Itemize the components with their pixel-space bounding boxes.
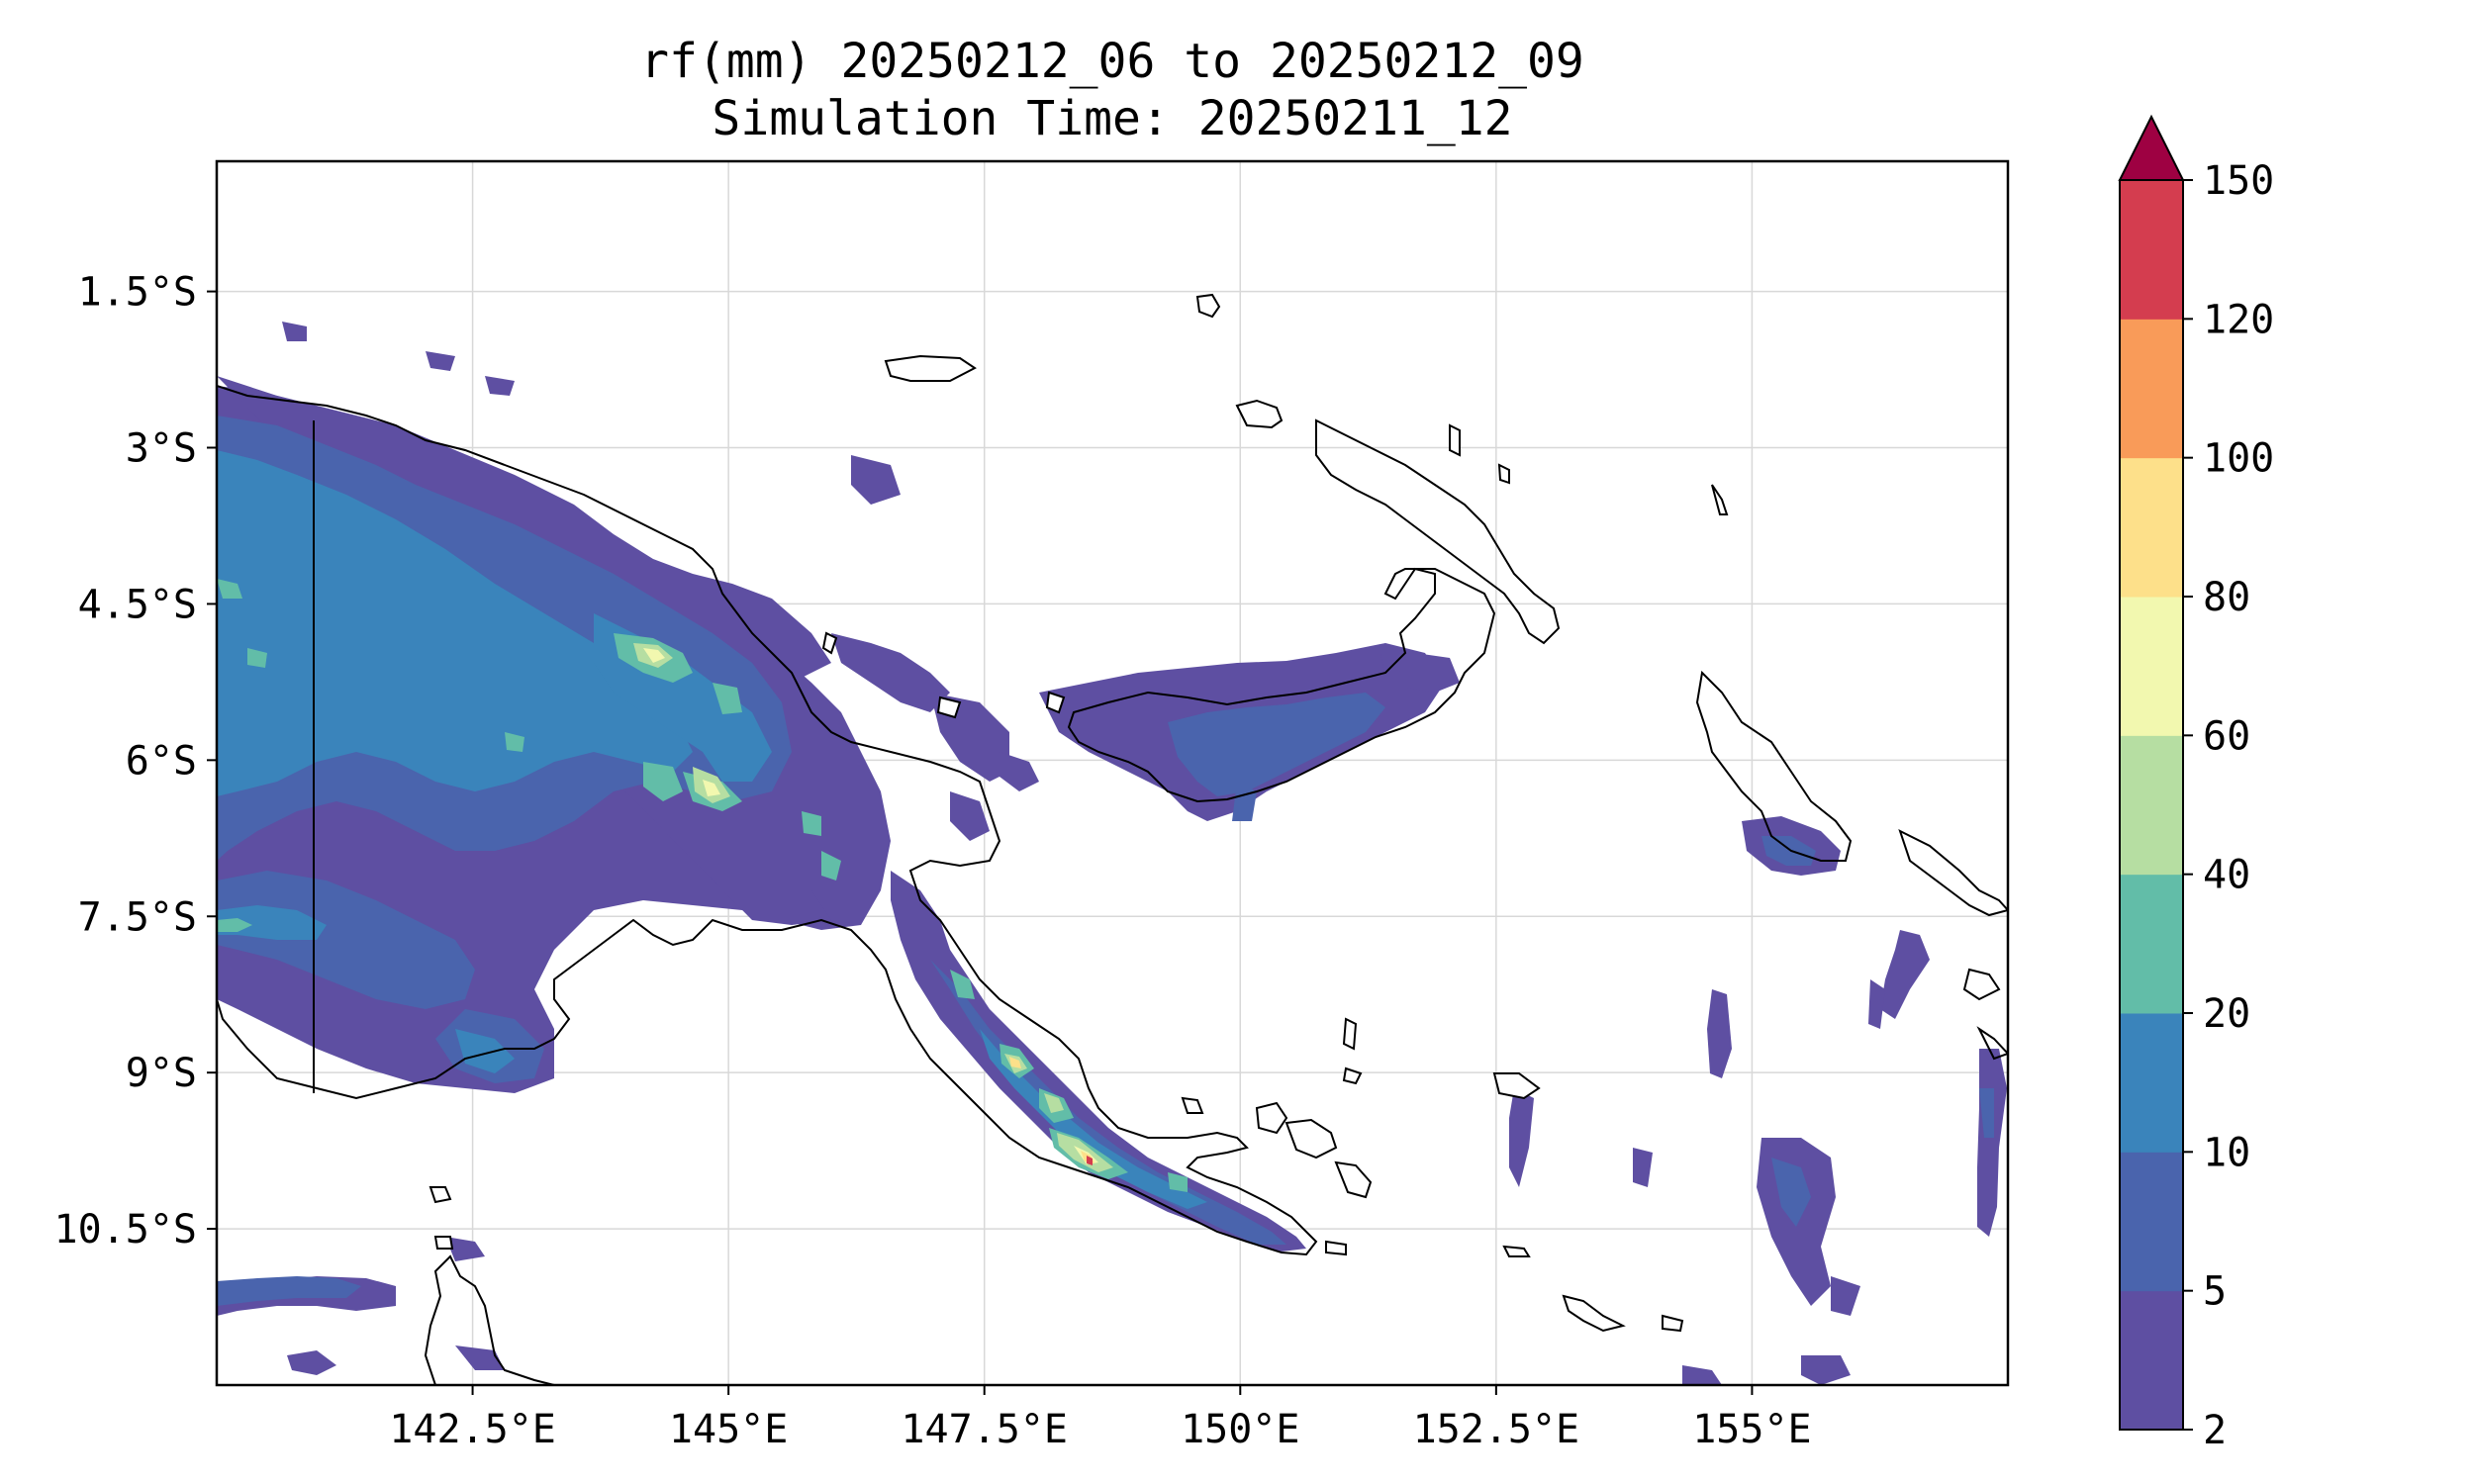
colorbar-segment	[2120, 874, 2183, 1014]
gulf-island-1	[1181, 1096, 1204, 1114]
colorbar-label: 80	[2203, 575, 2250, 620]
rain-level-120-150	[1087, 1156, 1093, 1165]
solomon-islands-coastline-3	[1976, 1026, 2008, 1061]
colorbar-label: 10	[2203, 1130, 2250, 1175]
colorbar-frame	[2119, 179, 2184, 1431]
louisiade-island-2	[1662, 1314, 1684, 1333]
rainfall-field	[217, 322, 2007, 1385]
colorbar-label: 120	[2203, 297, 2274, 342]
x-tick-label: 155°E	[1692, 1407, 1811, 1452]
gulf-island-2	[1342, 1017, 1358, 1051]
colorbar-segment	[2120, 457, 2183, 598]
louisiade-island-1	[1562, 1294, 1626, 1333]
colorbar-label: 5	[2203, 1269, 2227, 1315]
colorbar-label: 150	[2203, 158, 2274, 204]
island-north-5	[1711, 484, 1729, 515]
y-tick-label: 4.5°S	[78, 582, 197, 627]
y-tick-label: 9°S	[126, 1051, 197, 1096]
x-tick-label: 142.5°E	[389, 1407, 556, 1452]
colorbar-segment	[2120, 597, 2183, 736]
louisiade-island-4	[1325, 1240, 1347, 1256]
x-tick-label: 150°E	[1181, 1407, 1299, 1452]
island-north-3	[1449, 423, 1461, 457]
island-north-7	[936, 696, 962, 719]
island-north-1	[1195, 293, 1221, 319]
y-tick-label: 10.5°S	[54, 1207, 198, 1252]
woodlark-island	[1342, 1067, 1363, 1085]
map-plot-area: 142.5°E 145°E 147.5°E 150°E 152.5°E 155°E 1.5…	[54, 159, 2010, 1452]
island-north-6	[821, 631, 838, 655]
island-north-4	[1497, 463, 1510, 485]
colorbar-segment	[2120, 180, 2183, 320]
x-tick-label: 145°E	[669, 1407, 788, 1452]
y-axis-ticks: 1.5°S 3°S 4.5°S 6°S 7.5°S 9°S 10.5°S	[54, 270, 217, 1252]
title-line-1: rf(mm) 20250212_06 to 20250212_09	[640, 34, 1584, 89]
y-tick-label: 7.5°S	[78, 894, 197, 940]
colorbar-segment	[2120, 319, 2183, 459]
solomon-islands-coastline-2	[1962, 968, 2001, 1001]
island-north-8	[1045, 691, 1066, 714]
dentrecasteaux-island-2	[1285, 1118, 1338, 1159]
new-ireland-coastline	[1315, 418, 1561, 645]
colorbar-label: 2	[2203, 1408, 2227, 1453]
y-tick-label: 6°S	[126, 738, 197, 784]
dentrecasteaux-island-3	[1334, 1160, 1373, 1199]
colorbar-label: 100	[2203, 436, 2274, 482]
new-guinea-coastline	[217, 385, 1318, 1256]
x-axis-ticks: 142.5°E 145°E 147.5°E 150°E 152.5°E 155°E	[389, 1385, 1812, 1452]
colorbar-label: 60	[2203, 713, 2250, 759]
colorbar-segment	[2120, 1290, 2183, 1431]
solomon-islands-coastline	[1898, 829, 2008, 917]
australia-cape-york-coastline	[424, 1254, 555, 1385]
torres-strait-island-2	[433, 1236, 454, 1250]
colorbar-segment	[2120, 1152, 2183, 1292]
y-tick-label: 1.5°S	[78, 270, 197, 316]
x-tick-label: 152.5°E	[1413, 1407, 1580, 1452]
colorbar-label: 20	[2203, 991, 2250, 1037]
bougainville-coastline	[1695, 670, 1853, 862]
x-tick-label: 147.5°E	[901, 1407, 1068, 1452]
colorbar: 2 5 10 20 40 60 80 100 120 150	[2118, 114, 2274, 1453]
manus-island	[884, 354, 977, 382]
coastlines	[217, 293, 2008, 1385]
colorbar-segment	[2120, 1013, 2183, 1153]
island-north-2	[1235, 399, 1284, 429]
torres-strait-island-1	[428, 1186, 452, 1204]
map-frame	[215, 159, 2010, 1387]
new-britain-coastline	[1067, 567, 1496, 803]
y-tick-label: 3°S	[126, 426, 197, 472]
colorbar-segment	[2120, 735, 2183, 876]
louisiade-island-3	[1502, 1245, 1531, 1257]
title-line-2: Simulation Time: 20250211_12	[712, 91, 1512, 146]
colorbar-label: 40	[2203, 853, 2250, 898]
colorbar-extend-triangle	[2118, 114, 2185, 181]
trobriand-island	[1492, 1072, 1541, 1100]
dentrecasteaux-island-1	[1255, 1101, 1288, 1135]
